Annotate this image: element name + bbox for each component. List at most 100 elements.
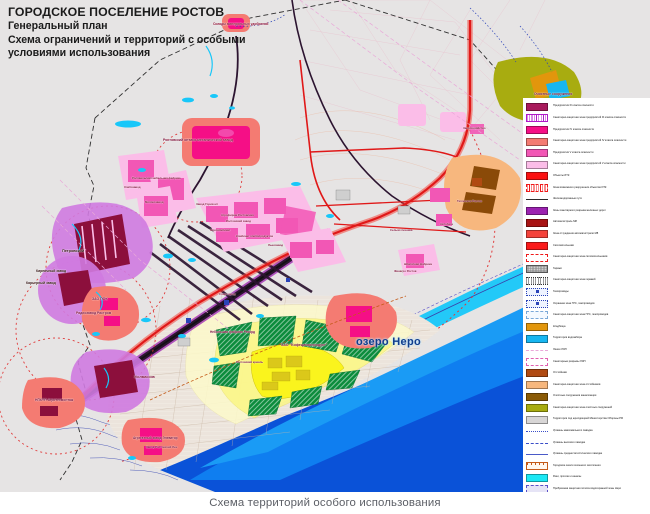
title-line-3: Схема ограничений и территорий с особыми (8, 33, 246, 46)
legend-row[interactable]: Санитарно-защитная зона ГРС, газопроводо… (526, 310, 648, 322)
legend-row[interactable]: Санитарно-защитная зона очистных сооруже… (526, 402, 648, 414)
legend-row[interactable]: Железнодорожные пути (526, 194, 648, 206)
legend-label: Предприятия III класса опасности (553, 104, 594, 108)
legend-row[interactable]: Зона возможного разрушения объектов ИТК (526, 182, 648, 194)
legend-swatch (526, 137, 548, 146)
legend-row[interactable]: Городские земли сезонного затопления (526, 460, 648, 472)
legend-row[interactable]: Уровень среднестатистического паводка (526, 449, 648, 461)
legend-label: Предприятия V класса опасности (553, 150, 594, 154)
legend-row[interactable]: Санитарно-защитная зона предприятий V кл… (526, 159, 648, 171)
legend-label: Санитарно-защитная зона предприятий III … (553, 116, 627, 120)
legend-row[interactable]: Зоны санитарного разрыва железных дорог (526, 205, 648, 217)
map-label: Комбинат хлебопродуктов (236, 234, 274, 238)
legend-swatch (526, 114, 548, 123)
map-label: Спиртзавод (219, 292, 236, 296)
legend-swatch (526, 207, 548, 216)
legend-swatch (526, 299, 548, 308)
legend-row[interactable]: Предприятия III класса опасности (526, 101, 648, 113)
legend-label: Кладбища (553, 324, 566, 328)
legend-swatch (526, 241, 548, 250)
legend-row[interactable]: Санитарно-защитная зона предприятий IV к… (526, 136, 648, 148)
legend-label: Предприятия IV класса опасности (553, 127, 595, 131)
legend-row[interactable]: Предприятия V класса опасности (526, 147, 648, 159)
legend-row[interactable]: Объекты ИТК (526, 171, 648, 183)
legend-swatch (526, 334, 548, 343)
lake-label: озеро Неро (356, 336, 422, 348)
legend-swatch (526, 462, 548, 471)
figure-caption: Схема территорий особого использования (0, 492, 650, 514)
legend-swatch (526, 349, 548, 351)
legend-swatch (526, 415, 548, 424)
map-label: Склады минеральных удобрений (213, 22, 269, 26)
legend-row[interactable]: Скотомогильники (526, 240, 648, 252)
legend-label: Санитарно-защитная зона ГРС, газопроводо… (553, 313, 609, 317)
legend-label: Санитарно-защитная зона очистных сооруже… (553, 405, 613, 409)
legend-swatch (526, 454, 548, 456)
legend-label: Санитарно-защитная зона гаражей (553, 278, 596, 282)
legend-label: Железнодорожные пути (553, 197, 582, 201)
legend-row[interactable]: Отстойники (526, 368, 648, 380)
legend-label: Автомагистраль М8 (553, 220, 577, 224)
legend-swatch (526, 357, 548, 366)
map-label: Агрофирма Ростовская (221, 213, 254, 217)
legend-label: Санитарно-защитная зона предприятий V кл… (553, 162, 626, 166)
legend-label: Зона возможного разрушения объектов ИТК (553, 185, 607, 189)
legend-label: Очистные сооружения канализации (553, 394, 597, 398)
legend-swatch (526, 473, 548, 482)
legend-row[interactable]: Очистные сооружения канализации (526, 391, 648, 403)
legend-row[interactable]: Автомагистраль М8 (526, 217, 648, 229)
legend-row[interactable]: Прибрежная защитная полоса водоохранной … (526, 484, 648, 492)
legend-row[interactable]: Санитарно-защитная зона отстойников (526, 379, 648, 391)
title-block: ГОРОДСКОЕ ПОСЕЛЕНИЕ РОСТОВ Генеральный п… (8, 5, 246, 61)
legend-swatch (526, 265, 548, 274)
title-line-1: ГОРОДСКОЕ ПОСЕЛЕНИЕ РОСТОВ (8, 5, 225, 19)
legend-swatch (526, 369, 548, 378)
map-label: Радиозавод Растром (76, 311, 112, 315)
map-label: Жилмассив (134, 375, 155, 379)
legend-swatch (526, 430, 548, 432)
legend-row[interactable]: Линии ЛЭП (526, 344, 648, 356)
legend-swatch (526, 125, 548, 134)
legend-row[interactable]: Предприятия IV класса опасности (526, 124, 648, 136)
legend-row[interactable]: Санитарно-защитная зона предприятий III … (526, 113, 648, 125)
legend-label: Санитарно-защитная зона предприятий IV к… (553, 139, 627, 143)
legend-row[interactable]: Уровень максимального паводка (526, 426, 648, 438)
legend-swatch (526, 218, 548, 227)
legend-swatch (526, 381, 548, 390)
legend-row[interactable]: Реки, протоки и каналы (526, 472, 648, 484)
legend-swatch (526, 288, 548, 297)
legend-label: Гаражи (553, 266, 562, 270)
legend-swatch (526, 485, 548, 492)
legend-label: Санитарно-защитная зона отстойников (553, 382, 601, 386)
title-line-4: условиями использования (8, 47, 151, 60)
map-label: Завод Ростовский Лен (146, 445, 178, 449)
legend-row[interactable]: Охранная зона ГРС, газопроводов (526, 298, 648, 310)
legend-row[interactable]: Санитарные разрывы ЛЭП (526, 356, 648, 368)
legend-swatch (526, 253, 548, 262)
map-label: Ростовский оптико-механический завод (163, 138, 233, 142)
legend-swatch (526, 102, 548, 111)
legend-row[interactable]: Санитарно-защитная зона скотомогильников (526, 252, 648, 264)
legend-row[interactable]: Газопроводы (526, 287, 648, 299)
legend-panel[interactable]: Предприятия III класса опасности Санитарн… (523, 98, 650, 492)
legend-swatch (526, 183, 548, 192)
legend-label: Уровень максимального паводка (553, 429, 593, 433)
map-label: Сельхозтехника (390, 228, 413, 232)
legend-row[interactable]: Территория под юрисдикцией Министерства … (526, 414, 648, 426)
map-label: Петровский (62, 249, 85, 253)
legend-row[interactable]: Кладбища (526, 321, 648, 333)
map-label: Зверохозяйство (463, 126, 486, 130)
map-label: ЗАО "Кофецикорпродукт" (281, 343, 328, 347)
legend-row[interactable]: Зона отчуждения автомагистрали М8 (526, 229, 648, 241)
legend-row[interactable]: Гаражи (526, 263, 648, 275)
map-label: Молокозавод (145, 200, 164, 204)
legend-row[interactable]: Территория водозабора (526, 333, 648, 345)
legend-swatch (526, 149, 548, 158)
legend-swatch (526, 230, 548, 239)
map-label: Небольшая фабрика Рекорд (210, 330, 255, 334)
legend-label: Городские земли сезонного затопления (553, 463, 601, 467)
legend-row[interactable]: Уровень высокого паводка (526, 437, 648, 449)
legend-swatch (526, 172, 548, 181)
legend-label: Линии ЛЭП (553, 347, 567, 351)
legend-row[interactable]: Санитарно-защитная зона гаражей (526, 275, 648, 287)
